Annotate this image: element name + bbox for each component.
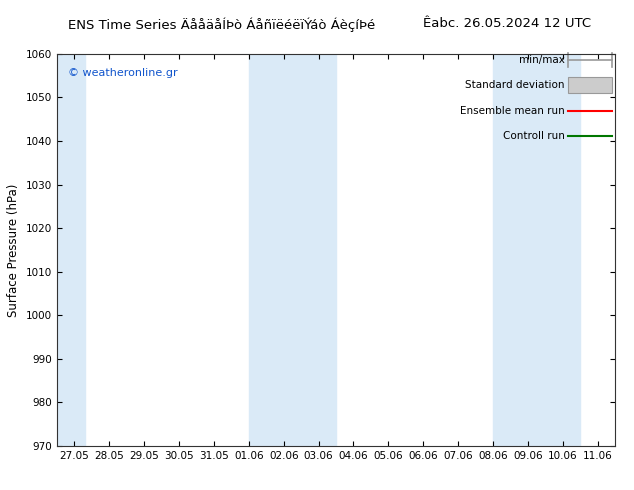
Text: Êabc. 26.05.2024 12 UTC: Êabc. 26.05.2024 12 UTC: [423, 17, 592, 30]
Bar: [493, 54, 580, 446]
Text: © weatheronline.gr: © weatheronline.gr: [68, 68, 178, 77]
Bar: [57, 54, 85, 446]
Text: Standard deviation: Standard deviation: [465, 80, 565, 90]
Bar: [249, 54, 336, 446]
Text: Ensemble mean run: Ensemble mean run: [460, 106, 565, 116]
FancyBboxPatch shape: [567, 77, 612, 93]
Text: ENS Time Series ÄååäåÍÞò ÁåñïëéëïÝáò ÁèçíÞé: ENS Time Series ÄååäåÍÞò ÁåñïëéëïÝáò Áèç…: [68, 17, 375, 32]
Text: Controll run: Controll run: [503, 131, 565, 141]
Y-axis label: Surface Pressure (hPa): Surface Pressure (hPa): [8, 183, 20, 317]
Text: min/max: min/max: [519, 55, 565, 65]
